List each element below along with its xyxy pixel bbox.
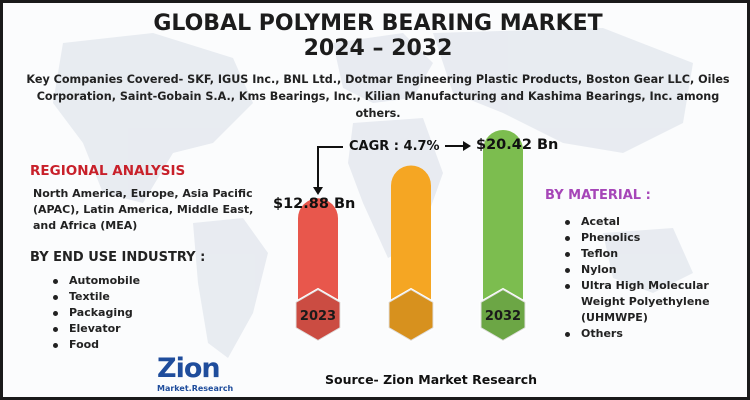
end-use-list: Automobile Textile Packaging Elevator Fo… — [53, 273, 140, 353]
source-text: Source- Zion Market Research — [325, 372, 538, 387]
regional-analysis-heading: REGIONAL ANALYSIS — [30, 163, 186, 179]
list-item: Packaging — [53, 305, 140, 321]
cagr-label: CAGR : 4.7% — [349, 139, 440, 154]
value-2032-label: $20.42 Bn — [476, 137, 559, 153]
zion-logo: Zion Market.Research — [153, 353, 263, 397]
list-item: Nylon — [565, 262, 745, 278]
infographic-title: GLOBAL POLYMER BEARING MARKET 2024 – 203… — [3, 11, 747, 61]
title-line-1: GLOBAL POLYMER BEARING MARKET — [153, 11, 603, 36]
title-line-2: 2024 – 2032 — [303, 36, 453, 61]
list-item: Acetal — [565, 214, 745, 230]
material-list: Acetal Phenolics Teflon Nylon Ultra High… — [565, 214, 745, 342]
list-item: Textile — [53, 289, 140, 305]
end-use-heading: BY END USE INDUSTRY : — [30, 250, 206, 265]
list-item: Automobile — [53, 273, 140, 289]
list-item: Food — [53, 337, 140, 353]
value-2023-label: $12.88 Bn — [273, 196, 356, 212]
list-item: Phenolics — [565, 230, 745, 246]
list-item: Teflon — [565, 246, 745, 262]
list-item: Elevator — [53, 321, 140, 337]
logo-subtext: Market.Research — [157, 384, 234, 393]
material-heading: BY MATERIAL : — [545, 188, 651, 203]
list-item: Ultra High Molecular Weight Polyethylene… — [565, 278, 745, 326]
logo-wordmark: Zion — [157, 353, 221, 384]
regional-analysis-text: North America, Europe, Asia Pacific (APA… — [33, 187, 254, 232]
list-item: Others — [565, 326, 745, 342]
key-companies-text: Key Companies Covered- SKF, IGUS Inc., B… — [26, 73, 730, 120]
